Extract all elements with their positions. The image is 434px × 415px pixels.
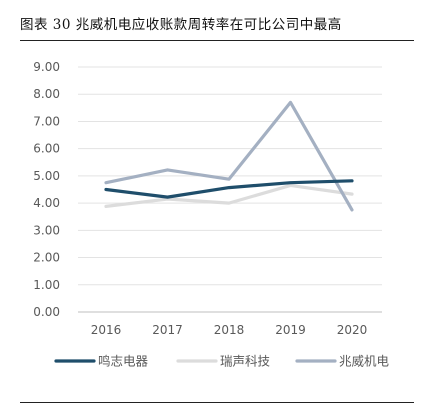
- chart-caption: 图表 30 兆威机电应收账款周转率在可比公司中最高: [20, 13, 414, 33]
- x-tick-label: 2018: [214, 323, 245, 337]
- top-rule: [20, 40, 414, 41]
- x-axis-ticks: 2016 2017 2018 2019 2020: [91, 323, 368, 337]
- y-tick-label: 7.00: [33, 114, 60, 128]
- y-tick-label: 0.00: [33, 305, 60, 319]
- x-tick-label: 2017: [152, 323, 183, 337]
- series-line-1: [104, 179, 354, 199]
- x-tick-label: 2020: [337, 323, 368, 337]
- y-tick-label: 6.00: [33, 142, 60, 156]
- gridlines: [78, 66, 382, 313]
- y-tick-label: 3.00: [33, 223, 60, 237]
- series-line-2: [104, 183, 354, 208]
- caption-title: 兆威机电应收账款周转率在可比公司中最高: [75, 17, 342, 33]
- x-tick-label: 2016: [91, 323, 122, 337]
- caption-number: 30: [52, 17, 71, 33]
- legend-label: 兆威机电: [339, 354, 390, 369]
- line-chart: 0.00 1.00 2.00 3.00 4.00 5.00 6.00 7.00 8.00 9.00…: [33, 60, 390, 369]
- x-tick-label: 2019: [275, 323, 306, 337]
- y-axis-ticks: 0.00 1.00 2.00 3.00 4.00 5.00 6.00 7.00 8.00 9.00: [33, 60, 60, 319]
- y-tick-label: 2.00: [33, 251, 60, 265]
- legend-label: 鸣志电器: [98, 354, 149, 369]
- y-tick-label: 4.00: [33, 196, 60, 210]
- y-tick-label: 1.00: [33, 278, 60, 292]
- caption-label: 图表: [20, 17, 48, 33]
- y-tick-label: 9.00: [33, 60, 60, 74]
- y-tick-label: 8.00: [33, 87, 60, 101]
- legend: 鸣志电器 瑞声科技 兆威机电: [54, 354, 390, 369]
- y-tick-label: 5.00: [33, 169, 60, 183]
- bottom-rule: [20, 402, 414, 403]
- series-lines: [104, 100, 354, 212]
- series-line-3: [104, 100, 354, 212]
- legend-label: 瑞声科技: [220, 354, 271, 369]
